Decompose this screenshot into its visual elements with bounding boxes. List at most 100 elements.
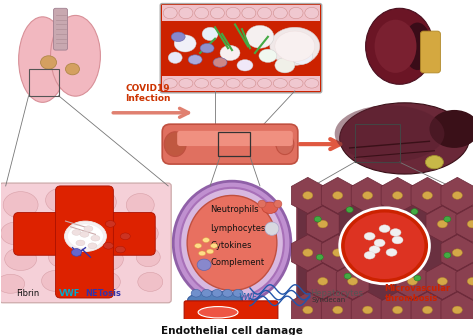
Ellipse shape: [392, 192, 402, 199]
FancyBboxPatch shape: [420, 31, 440, 73]
Bar: [28, 69, 58, 96]
Text: COVID19
Infection: COVID19 Infection: [126, 84, 171, 103]
Ellipse shape: [199, 251, 206, 256]
Ellipse shape: [195, 7, 209, 19]
Ellipse shape: [438, 277, 447, 285]
Ellipse shape: [65, 63, 80, 75]
Ellipse shape: [72, 249, 82, 256]
Ellipse shape: [132, 223, 158, 244]
Ellipse shape: [41, 56, 56, 69]
FancyBboxPatch shape: [177, 131, 293, 146]
Ellipse shape: [386, 249, 397, 256]
Text: Cytokines: Cytokines: [210, 241, 252, 250]
FancyBboxPatch shape: [162, 124, 298, 164]
Ellipse shape: [46, 188, 75, 212]
Ellipse shape: [411, 209, 418, 214]
Ellipse shape: [452, 192, 462, 199]
Polygon shape: [351, 292, 384, 328]
Ellipse shape: [163, 7, 177, 19]
Ellipse shape: [42, 226, 70, 247]
Ellipse shape: [452, 249, 462, 257]
Ellipse shape: [318, 277, 328, 285]
FancyBboxPatch shape: [184, 301, 278, 324]
Ellipse shape: [363, 192, 373, 199]
Polygon shape: [426, 206, 459, 242]
Ellipse shape: [467, 220, 474, 228]
Ellipse shape: [3, 192, 38, 218]
Ellipse shape: [191, 289, 201, 297]
Ellipse shape: [51, 15, 100, 96]
Ellipse shape: [207, 249, 214, 254]
FancyBboxPatch shape: [54, 8, 67, 50]
Ellipse shape: [403, 22, 431, 70]
Text: Lymphocytes: Lymphocytes: [210, 224, 265, 233]
Ellipse shape: [335, 105, 445, 162]
Ellipse shape: [137, 248, 160, 267]
Ellipse shape: [275, 58, 295, 73]
Polygon shape: [292, 292, 324, 328]
Ellipse shape: [173, 181, 291, 305]
Ellipse shape: [164, 132, 186, 156]
Bar: [162, 76, 320, 91]
Ellipse shape: [180, 188, 284, 298]
Ellipse shape: [274, 200, 282, 208]
Ellipse shape: [303, 249, 313, 257]
Polygon shape: [351, 177, 384, 213]
Bar: [162, 5, 320, 21]
Ellipse shape: [168, 52, 182, 63]
Polygon shape: [456, 263, 474, 299]
Ellipse shape: [444, 216, 451, 222]
Ellipse shape: [259, 49, 277, 62]
Polygon shape: [426, 263, 459, 299]
Ellipse shape: [262, 202, 278, 213]
Ellipse shape: [392, 236, 403, 244]
FancyBboxPatch shape: [55, 186, 113, 298]
Ellipse shape: [220, 45, 240, 61]
Ellipse shape: [289, 7, 303, 19]
Ellipse shape: [392, 306, 402, 314]
Ellipse shape: [187, 195, 277, 290]
Ellipse shape: [202, 27, 218, 41]
Ellipse shape: [303, 306, 313, 314]
Ellipse shape: [429, 110, 474, 148]
Ellipse shape: [291, 47, 313, 64]
Ellipse shape: [138, 272, 163, 291]
Ellipse shape: [257, 7, 272, 19]
Ellipse shape: [273, 79, 287, 88]
Polygon shape: [292, 177, 324, 213]
Ellipse shape: [233, 289, 243, 297]
Ellipse shape: [105, 221, 115, 227]
Ellipse shape: [226, 7, 240, 19]
Ellipse shape: [438, 220, 447, 228]
Ellipse shape: [364, 252, 375, 259]
Ellipse shape: [85, 227, 115, 250]
Bar: [218, 132, 250, 156]
Ellipse shape: [198, 307, 238, 318]
Text: Neutrophils: Neutrophils: [210, 205, 259, 214]
Ellipse shape: [93, 248, 123, 270]
Ellipse shape: [303, 192, 313, 199]
Ellipse shape: [171, 32, 185, 42]
Ellipse shape: [242, 79, 256, 88]
Ellipse shape: [305, 79, 319, 88]
Ellipse shape: [345, 212, 424, 279]
Ellipse shape: [276, 134, 294, 154]
Ellipse shape: [316, 254, 323, 260]
Ellipse shape: [188, 291, 243, 309]
Ellipse shape: [64, 221, 106, 252]
Polygon shape: [321, 292, 354, 328]
Ellipse shape: [422, 306, 432, 314]
Ellipse shape: [200, 44, 214, 53]
Ellipse shape: [201, 289, 211, 297]
Text: VWF: VWF: [238, 292, 257, 302]
Ellipse shape: [202, 238, 210, 243]
Ellipse shape: [273, 7, 287, 19]
Text: Syndecan: Syndecan: [312, 297, 346, 303]
Ellipse shape: [179, 79, 193, 88]
Ellipse shape: [347, 277, 358, 285]
Ellipse shape: [103, 243, 113, 249]
Ellipse shape: [314, 216, 321, 222]
Polygon shape: [456, 206, 474, 242]
Ellipse shape: [369, 246, 380, 253]
Polygon shape: [321, 177, 354, 213]
